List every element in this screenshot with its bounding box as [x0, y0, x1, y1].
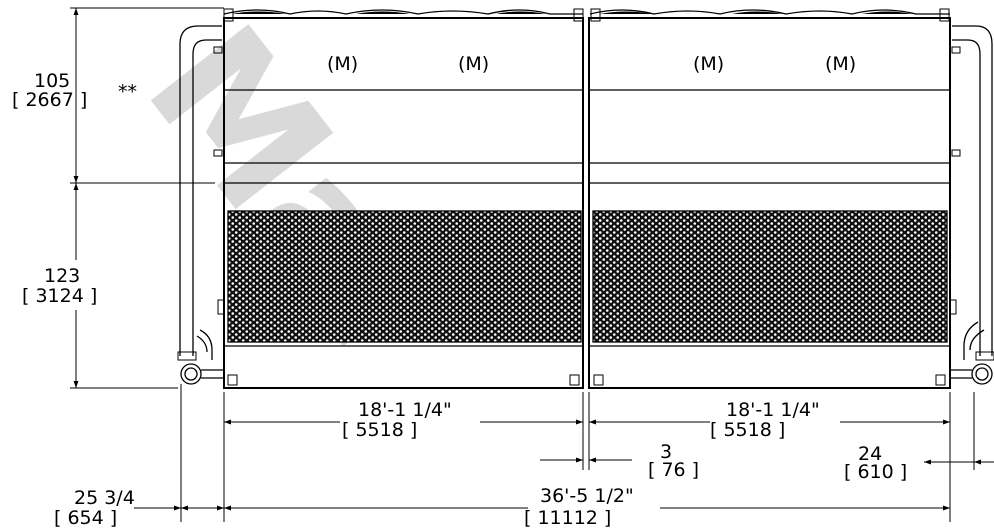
overall-width-metric-label: [ 11112 ]	[524, 507, 611, 529]
left-cell: (M) (M)	[213, 8, 584, 389]
gap-label: 3	[660, 441, 672, 463]
left-piping	[177, 25, 224, 385]
watermark: Mar	[109, 0, 492, 403]
cell-width-left-metric-label: [ 5518 ]	[342, 419, 417, 441]
cell-width-right-metric-label: [ 5518 ]	[710, 419, 785, 441]
upper-height-note: **	[118, 81, 137, 103]
upper-height-label: 105	[34, 70, 70, 92]
right-air-inlet-louver	[592, 210, 948, 343]
logo-mark-2: (M)	[458, 53, 489, 75]
cell-width-left-label: 18'-1 1/4"	[358, 399, 452, 421]
overall-width-label: 36'-5 1/2"	[540, 485, 634, 507]
right-cell: (M) (M)	[588, 8, 961, 389]
logo-mark-1: (M)	[327, 53, 358, 75]
left-air-inlet-louver	[227, 210, 582, 343]
vertical-dimensions	[70, 7, 224, 389]
logo-mark-3: (M)	[693, 53, 724, 75]
horizontal-dimensions	[134, 384, 994, 522]
cell-width-right-label: 18'-1 1/4"	[726, 399, 820, 421]
logo-mark-4: (M)	[825, 53, 856, 75]
right-piping	[950, 25, 994, 385]
right-offset-label: 24	[858, 443, 882, 465]
left-offset-metric-label: [ 654 ]	[54, 507, 117, 529]
lower-height-metric-label: [ 3124 ]	[22, 285, 97, 307]
upper-height-metric-label: [ 2667 ]	[12, 89, 87, 111]
lower-height-label: 123	[44, 265, 80, 287]
left-offset-label: 25 3/4	[74, 487, 135, 509]
right-offset-metric-label: [ 610 ]	[844, 461, 907, 483]
gap-metric-label: [ 76 ]	[648, 459, 699, 481]
